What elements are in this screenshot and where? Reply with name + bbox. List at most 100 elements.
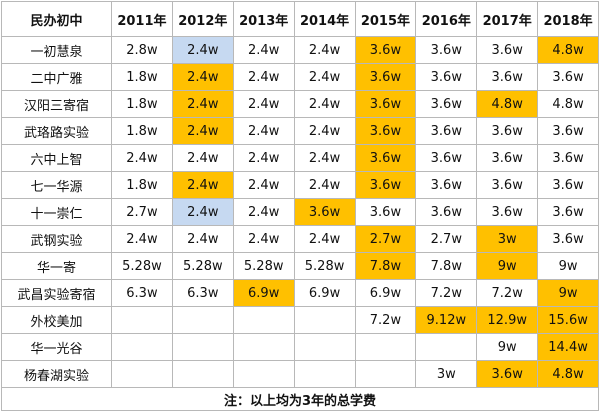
fee-cell: 2.4w [293, 225, 356, 253]
highlighted-cell: 2.4w [171, 198, 234, 226]
column-header: 2015年 [354, 1, 417, 37]
highlighted-cell: 12.9w [476, 306, 539, 334]
fee-cell: 2.4w [232, 90, 295, 118]
highlighted-cell: 3w [476, 225, 539, 253]
highlighted-cell: 3.6w [354, 171, 417, 199]
school-name: 外校美加 [1, 306, 112, 334]
empty-cell [415, 333, 478, 361]
fee-cell: 3w [415, 360, 478, 388]
fee-cell: 3.6w [476, 144, 539, 172]
column-header: 2016年 [415, 1, 478, 37]
fee-cell: 3.6w [476, 36, 539, 64]
highlighted-cell: 3.6w [354, 117, 417, 145]
fee-cell: 5.28w [111, 252, 173, 280]
fee-cell: 3.6w [415, 171, 478, 199]
fee-cell: 5.28w [232, 252, 295, 280]
fee-cell: 2.4w [111, 225, 173, 253]
column-header: 2014年 [293, 1, 356, 37]
fee-cell: 3.6w [476, 171, 539, 199]
school-name: 七一华源 [1, 171, 112, 199]
table-row: 华一光谷 9w 14.4w [1, 333, 599, 361]
school-name: 武珞路实验 [1, 117, 112, 145]
fee-cell: 5.28w [293, 252, 356, 280]
school-name: 华一寄 [1, 252, 112, 280]
school-name: 武钢实验 [1, 225, 112, 253]
fee-cell: 7.8w [415, 252, 478, 280]
school-name: 二中广雅 [1, 63, 112, 91]
fee-cell: 3.6w [415, 36, 478, 64]
table-row: 杨春湖实验 3w 3.6w 4.8w [1, 360, 599, 388]
school-name: 一初慧泉 [1, 36, 112, 64]
fee-cell: 2.8w [111, 36, 173, 64]
fee-cell: 1.8w [111, 63, 173, 91]
school-name: 杨春湖实验 [1, 360, 112, 388]
empty-cell [354, 333, 417, 361]
fee-cell: 6.3w [171, 279, 234, 307]
fee-cell: 2.4w [293, 63, 356, 91]
fee-cell: 3.6w [537, 171, 599, 199]
highlighted-cell: 3.6w [354, 90, 417, 118]
fee-cell: 2.7w [415, 225, 478, 253]
fee-cell: 6.9w [354, 279, 417, 307]
fee-cell: 2.4w [232, 198, 295, 226]
school-name: 汉阳三寄宿 [1, 90, 112, 118]
table-body: 一初慧泉 2.8w 2.4w 2.4w 2.4w 3.6w 3.6w 3.6w 4.8w 二中广雅… [1, 36, 599, 388]
fee-cell: 2.4w [111, 144, 173, 172]
fee-cell: 3.6w [537, 63, 599, 91]
fee-cell: 7.2w [354, 306, 417, 334]
empty-cell [232, 306, 295, 334]
highlighted-cell: 2.4w [171, 36, 234, 64]
fee-cell: 3.6w [415, 63, 478, 91]
fee-cell: 3.6w [476, 63, 539, 91]
fee-cell: 7.2w [415, 279, 478, 307]
column-header: 2011年 [111, 1, 173, 37]
fee-cell: 9w [476, 333, 539, 361]
fee-cell: 2.4w [232, 171, 295, 199]
empty-cell [111, 306, 173, 334]
column-header: 2018年 [537, 1, 599, 37]
fee-cell: 2.7w [111, 198, 173, 226]
empty-cell [171, 306, 234, 334]
empty-cell [293, 306, 356, 334]
fee-cell: 2.4w [293, 36, 356, 64]
fee-cell: 3.6w [476, 117, 539, 145]
fee-cell: 3.6w [354, 198, 417, 226]
table-row: 外校美加 7.2w 9.12w 12.9w 15.6w [1, 306, 599, 334]
highlighted-cell: 2.7w [354, 225, 417, 253]
highlighted-cell: 3.6w [293, 198, 356, 226]
highlighted-cell: 2.4w [171, 171, 234, 199]
fee-cell: 3.6w [415, 144, 478, 172]
highlighted-cell: 9.12w [415, 306, 478, 334]
highlighted-cell: 2.4w [171, 90, 234, 118]
highlighted-cell: 4.8w [476, 90, 539, 118]
fee-cell: 4.8w [537, 90, 599, 118]
empty-cell [171, 360, 234, 388]
highlighted-cell: 3.6w [354, 144, 417, 172]
table-row: 六中上智 2.4w 2.4w 2.4w 2.4w 3.6w 3.6w 3.6w 3.6w [1, 144, 599, 172]
highlighted-cell: 7.8w [354, 252, 417, 280]
table-row: 武珞路实验 1.8w 2.4w 2.4w 2.4w 3.6w 3.6w 3.6w 3.6w [1, 117, 599, 145]
fee-cell: 6.9w [293, 279, 356, 307]
school-name: 华一光谷 [1, 333, 112, 361]
table-row: 武钢实验 2.4w 2.4w 2.4w 2.4w 2.7w 2.7w 3w 3.6w [1, 225, 599, 253]
fee-cell: 6.3w [111, 279, 173, 307]
fee-cell: 3.6w [415, 90, 478, 118]
empty-cell [232, 360, 295, 388]
highlighted-cell: 4.8w [537, 36, 599, 64]
table-row: 汉阳三寄宿 1.8w 2.4w 2.4w 2.4w 3.6w 3.6w 4.8w 4.8w [1, 90, 599, 118]
school-name: 十一崇仁 [1, 198, 112, 226]
highlighted-cell: 2.4w [171, 117, 234, 145]
table-row: 一初慧泉 2.8w 2.4w 2.4w 2.4w 3.6w 3.6w 3.6w 4.8w [1, 36, 599, 64]
empty-cell [354, 360, 417, 388]
fee-cell: 2.4w [171, 144, 234, 172]
highlighted-cell: 6.9w [232, 279, 295, 307]
highlighted-cell: 14.4w [537, 333, 599, 361]
highlighted-cell: 2.4w [171, 63, 234, 91]
highlighted-cell: 4.8w [537, 360, 599, 388]
empty-cell [293, 360, 356, 388]
fee-cell: 9w [537, 252, 599, 280]
fee-cell: 1.8w [111, 90, 173, 118]
empty-cell [232, 333, 295, 361]
